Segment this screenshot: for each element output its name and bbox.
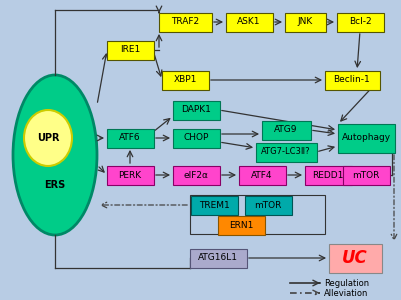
- Text: eIF2α: eIF2α: [184, 170, 209, 179]
- Text: Regulation: Regulation: [324, 278, 369, 287]
- FancyBboxPatch shape: [172, 100, 219, 119]
- FancyBboxPatch shape: [239, 166, 286, 184]
- Text: REDD1: REDD1: [312, 170, 344, 179]
- Text: Bcl-2: Bcl-2: [349, 17, 371, 26]
- Text: UPR: UPR: [37, 133, 59, 143]
- Text: Alleviation: Alleviation: [324, 289, 369, 298]
- Ellipse shape: [13, 75, 97, 235]
- Text: ATG16L1: ATG16L1: [198, 254, 238, 262]
- FancyBboxPatch shape: [225, 13, 273, 32]
- Text: UC: UC: [342, 249, 368, 267]
- Text: JNK: JNK: [298, 17, 313, 26]
- FancyBboxPatch shape: [336, 13, 383, 32]
- Text: ATF6: ATF6: [119, 134, 141, 142]
- FancyBboxPatch shape: [107, 40, 154, 59]
- Text: TRAF2: TRAF2: [171, 17, 199, 26]
- FancyBboxPatch shape: [342, 166, 389, 184]
- FancyBboxPatch shape: [190, 196, 237, 214]
- FancyBboxPatch shape: [338, 124, 395, 152]
- Text: mTOR: mTOR: [254, 200, 282, 209]
- FancyBboxPatch shape: [158, 13, 211, 32]
- FancyBboxPatch shape: [261, 121, 310, 140]
- Text: ATG9: ATG9: [274, 125, 298, 134]
- Text: Autophagy: Autophagy: [341, 134, 391, 142]
- FancyBboxPatch shape: [217, 215, 265, 235]
- FancyBboxPatch shape: [162, 70, 209, 89]
- Text: Beclin-1: Beclin-1: [334, 76, 371, 85]
- FancyBboxPatch shape: [172, 166, 219, 184]
- Text: ATG7-LC3Ⅱ?: ATG7-LC3Ⅱ?: [261, 148, 311, 157]
- Text: ERN1: ERN1: [229, 220, 253, 230]
- FancyBboxPatch shape: [107, 128, 154, 148]
- Text: PERK: PERK: [118, 170, 142, 179]
- Text: TREM1: TREM1: [198, 200, 229, 209]
- Text: IRE1: IRE1: [120, 46, 140, 55]
- Text: DAPK1: DAPK1: [181, 106, 211, 115]
- Text: ATF4: ATF4: [251, 170, 273, 179]
- FancyBboxPatch shape: [107, 166, 154, 184]
- Text: XBP1: XBP1: [173, 76, 196, 85]
- Text: ASK1: ASK1: [237, 17, 261, 26]
- FancyBboxPatch shape: [284, 13, 326, 32]
- FancyBboxPatch shape: [324, 70, 379, 89]
- FancyBboxPatch shape: [172, 128, 219, 148]
- FancyBboxPatch shape: [304, 166, 352, 184]
- FancyBboxPatch shape: [190, 248, 247, 268]
- Text: ERS: ERS: [45, 180, 66, 190]
- Text: CHOP: CHOP: [183, 134, 209, 142]
- Ellipse shape: [24, 110, 72, 166]
- FancyBboxPatch shape: [245, 196, 292, 214]
- FancyBboxPatch shape: [328, 244, 381, 272]
- Text: mTOR: mTOR: [352, 170, 380, 179]
- FancyBboxPatch shape: [255, 142, 316, 161]
